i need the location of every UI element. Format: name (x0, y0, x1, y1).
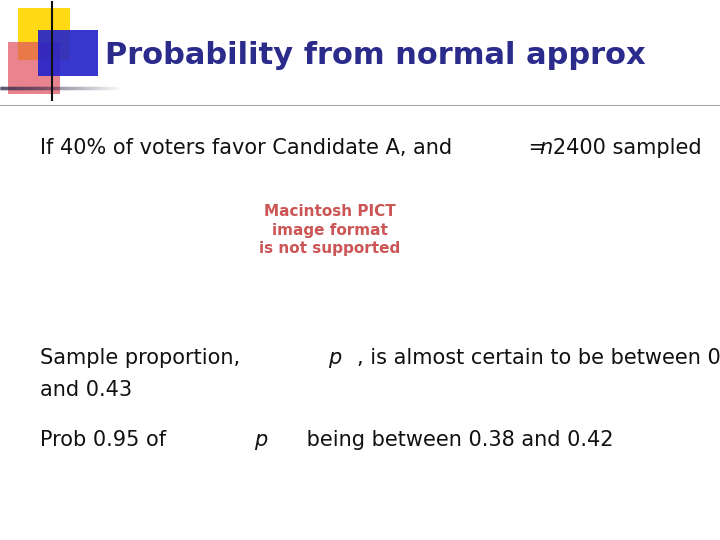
Text: image format: image format (272, 222, 388, 238)
FancyBboxPatch shape (18, 8, 70, 60)
FancyBboxPatch shape (38, 30, 98, 76)
Text: is not supported: is not supported (259, 240, 400, 255)
Text: , is almost certain to be between 0.37: , is almost certain to be between 0.37 (357, 348, 720, 368)
Text: If 40% of voters favor Candidate A, and: If 40% of voters favor Candidate A, and (40, 138, 459, 158)
Text: n: n (540, 138, 553, 158)
FancyBboxPatch shape (8, 42, 60, 94)
Text: Probability from normal approx: Probability from normal approx (105, 40, 646, 70)
Text: being between 0.38 and 0.42: being between 0.38 and 0.42 (300, 430, 613, 450)
Text: = 2400 sampled: = 2400 sampled (521, 138, 701, 158)
Text: Prob 0.95 of: Prob 0.95 of (40, 430, 173, 450)
Text: and 0.43: and 0.43 (40, 380, 132, 400)
Text: p: p (328, 348, 341, 368)
Text: Sample proportion,: Sample proportion, (40, 348, 247, 368)
Text: p: p (253, 430, 267, 450)
Text: Macintosh PICT: Macintosh PICT (264, 205, 396, 219)
